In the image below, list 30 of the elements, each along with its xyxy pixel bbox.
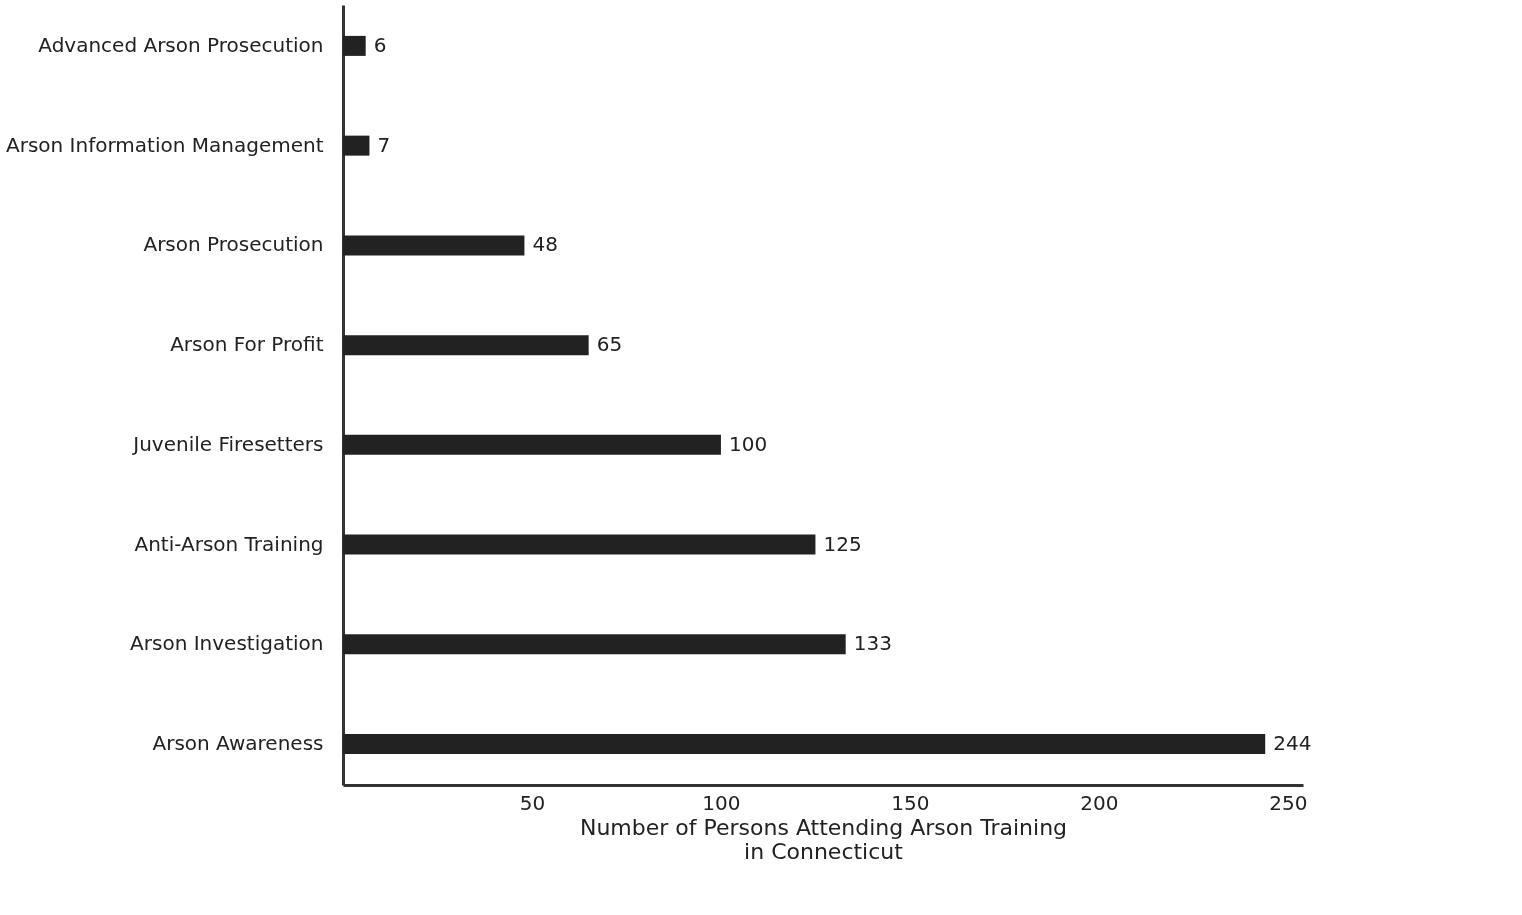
y-tick-label: Arson Investigation: [130, 631, 324, 656]
x-tick-label: 150: [891, 790, 930, 815]
y-tick-label: Arson Information Management: [6, 132, 324, 157]
y-tick-label: Arson For Profit: [170, 332, 324, 357]
data-label: 65: [596, 332, 623, 357]
bar: [343, 734, 1266, 755]
y-tick-label: Arson Awareness: [152, 731, 324, 756]
data-label: 125: [823, 531, 862, 556]
bar: [343, 235, 525, 256]
data-label: 48: [532, 232, 558, 257]
y-tick-label: Anti-Arson Training: [134, 531, 324, 556]
x-tick-label: 250: [1269, 790, 1308, 815]
data-label: 244: [1273, 731, 1312, 756]
x-tick-label: 100: [702, 790, 741, 815]
data-label: 100: [728, 431, 768, 456]
bar: [343, 634, 846, 655]
bar: [343, 434, 721, 455]
bar: [343, 335, 589, 356]
x-axis-title: Number of Persons Attending Arson Training in Connecticut: [579, 814, 1068, 864]
bar: [343, 534, 816, 555]
data-label: 133: [853, 631, 892, 656]
bar: [343, 35, 366, 56]
x-tick-label: 50: [519, 790, 546, 815]
y-tick-label: Advanced Arson Prosecution: [38, 32, 324, 57]
bar: [343, 135, 370, 156]
data-label: 6: [373, 32, 387, 57]
y-tick-label: Juvenile Firesetters: [131, 431, 324, 456]
y-tick-label: Arson Prosecution: [143, 232, 324, 257]
x-tick-label: 200: [1080, 790, 1119, 815]
data-label: 7: [377, 132, 391, 157]
